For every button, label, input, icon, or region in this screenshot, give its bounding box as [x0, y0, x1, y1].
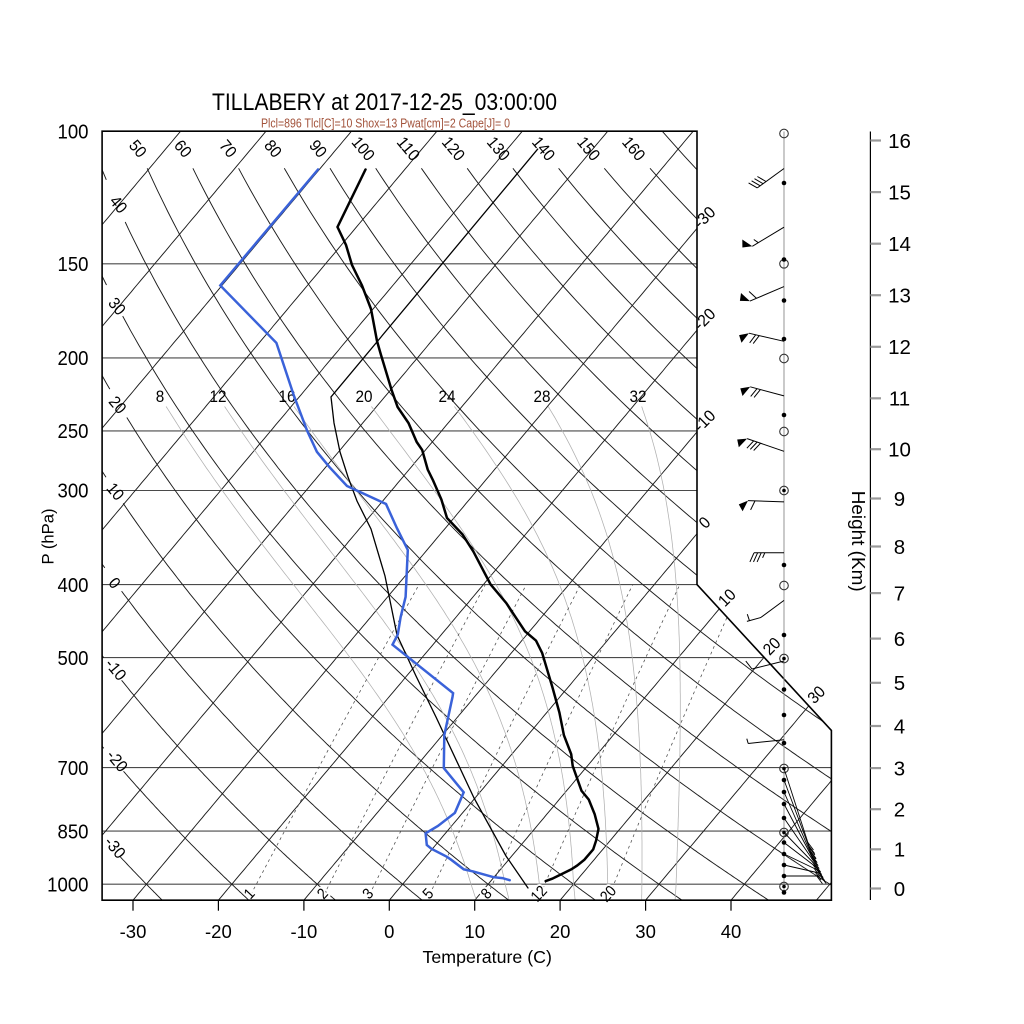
svg-text:3: 3	[894, 757, 905, 780]
svg-text:Height (Km): Height (Km)	[848, 491, 868, 592]
svg-text:20: 20	[550, 921, 571, 942]
svg-text:100: 100	[58, 122, 89, 144]
svg-text:850: 850	[58, 821, 89, 843]
svg-text:500: 500	[58, 648, 89, 670]
svg-text:150: 150	[58, 254, 89, 276]
svg-text:0: 0	[894, 878, 905, 901]
svg-text:40: 40	[721, 921, 742, 942]
svg-text:20: 20	[356, 387, 373, 406]
svg-text:10: 10	[888, 439, 911, 462]
svg-text:Temperature (C): Temperature (C)	[423, 947, 552, 967]
svg-text:7: 7	[894, 582, 905, 605]
svg-text:8: 8	[156, 387, 165, 406]
svg-text:250: 250	[58, 421, 89, 443]
svg-text:5: 5	[894, 672, 905, 695]
svg-text:15: 15	[888, 181, 911, 204]
svg-text:24: 24	[439, 387, 456, 406]
svg-text:P (hPa): P (hPa)	[39, 509, 58, 565]
svg-text:700: 700	[58, 758, 89, 780]
svg-text:28: 28	[534, 387, 551, 406]
svg-text:12: 12	[210, 387, 227, 406]
svg-text:9: 9	[894, 488, 905, 511]
svg-text:12: 12	[888, 336, 911, 359]
svg-text:-10: -10	[291, 921, 318, 942]
svg-text:10: 10	[464, 921, 485, 942]
svg-text:200: 200	[58, 348, 89, 370]
svg-text:1: 1	[894, 839, 905, 862]
svg-text:400: 400	[58, 575, 89, 597]
svg-text:-20: -20	[205, 921, 232, 942]
svg-text:0: 0	[384, 921, 394, 942]
svg-text:13: 13	[888, 285, 911, 308]
svg-text:Plcl=896 Tlcl[C]=10 Shox=13 Pw: Plcl=896 Tlcl[C]=10 Shox=13 Pwat[cm]=2 C…	[261, 117, 510, 131]
svg-text:1000: 1000	[47, 874, 88, 896]
svg-text:-30: -30	[120, 921, 147, 942]
svg-text:TILLABERY at 2017-12-25_03:00:: TILLABERY at 2017-12-25_03:00:00	[212, 89, 557, 116]
svg-text:30: 30	[635, 921, 656, 942]
svg-text:16: 16	[888, 130, 911, 153]
svg-text:300: 300	[58, 481, 89, 503]
svg-text:4: 4	[894, 715, 905, 738]
svg-text:14: 14	[888, 233, 911, 256]
svg-text:32: 32	[630, 387, 647, 406]
svg-text:2: 2	[894, 799, 905, 822]
svg-text:8: 8	[894, 536, 905, 559]
svg-text:6: 6	[894, 628, 905, 651]
svg-text:11: 11	[889, 388, 910, 411]
